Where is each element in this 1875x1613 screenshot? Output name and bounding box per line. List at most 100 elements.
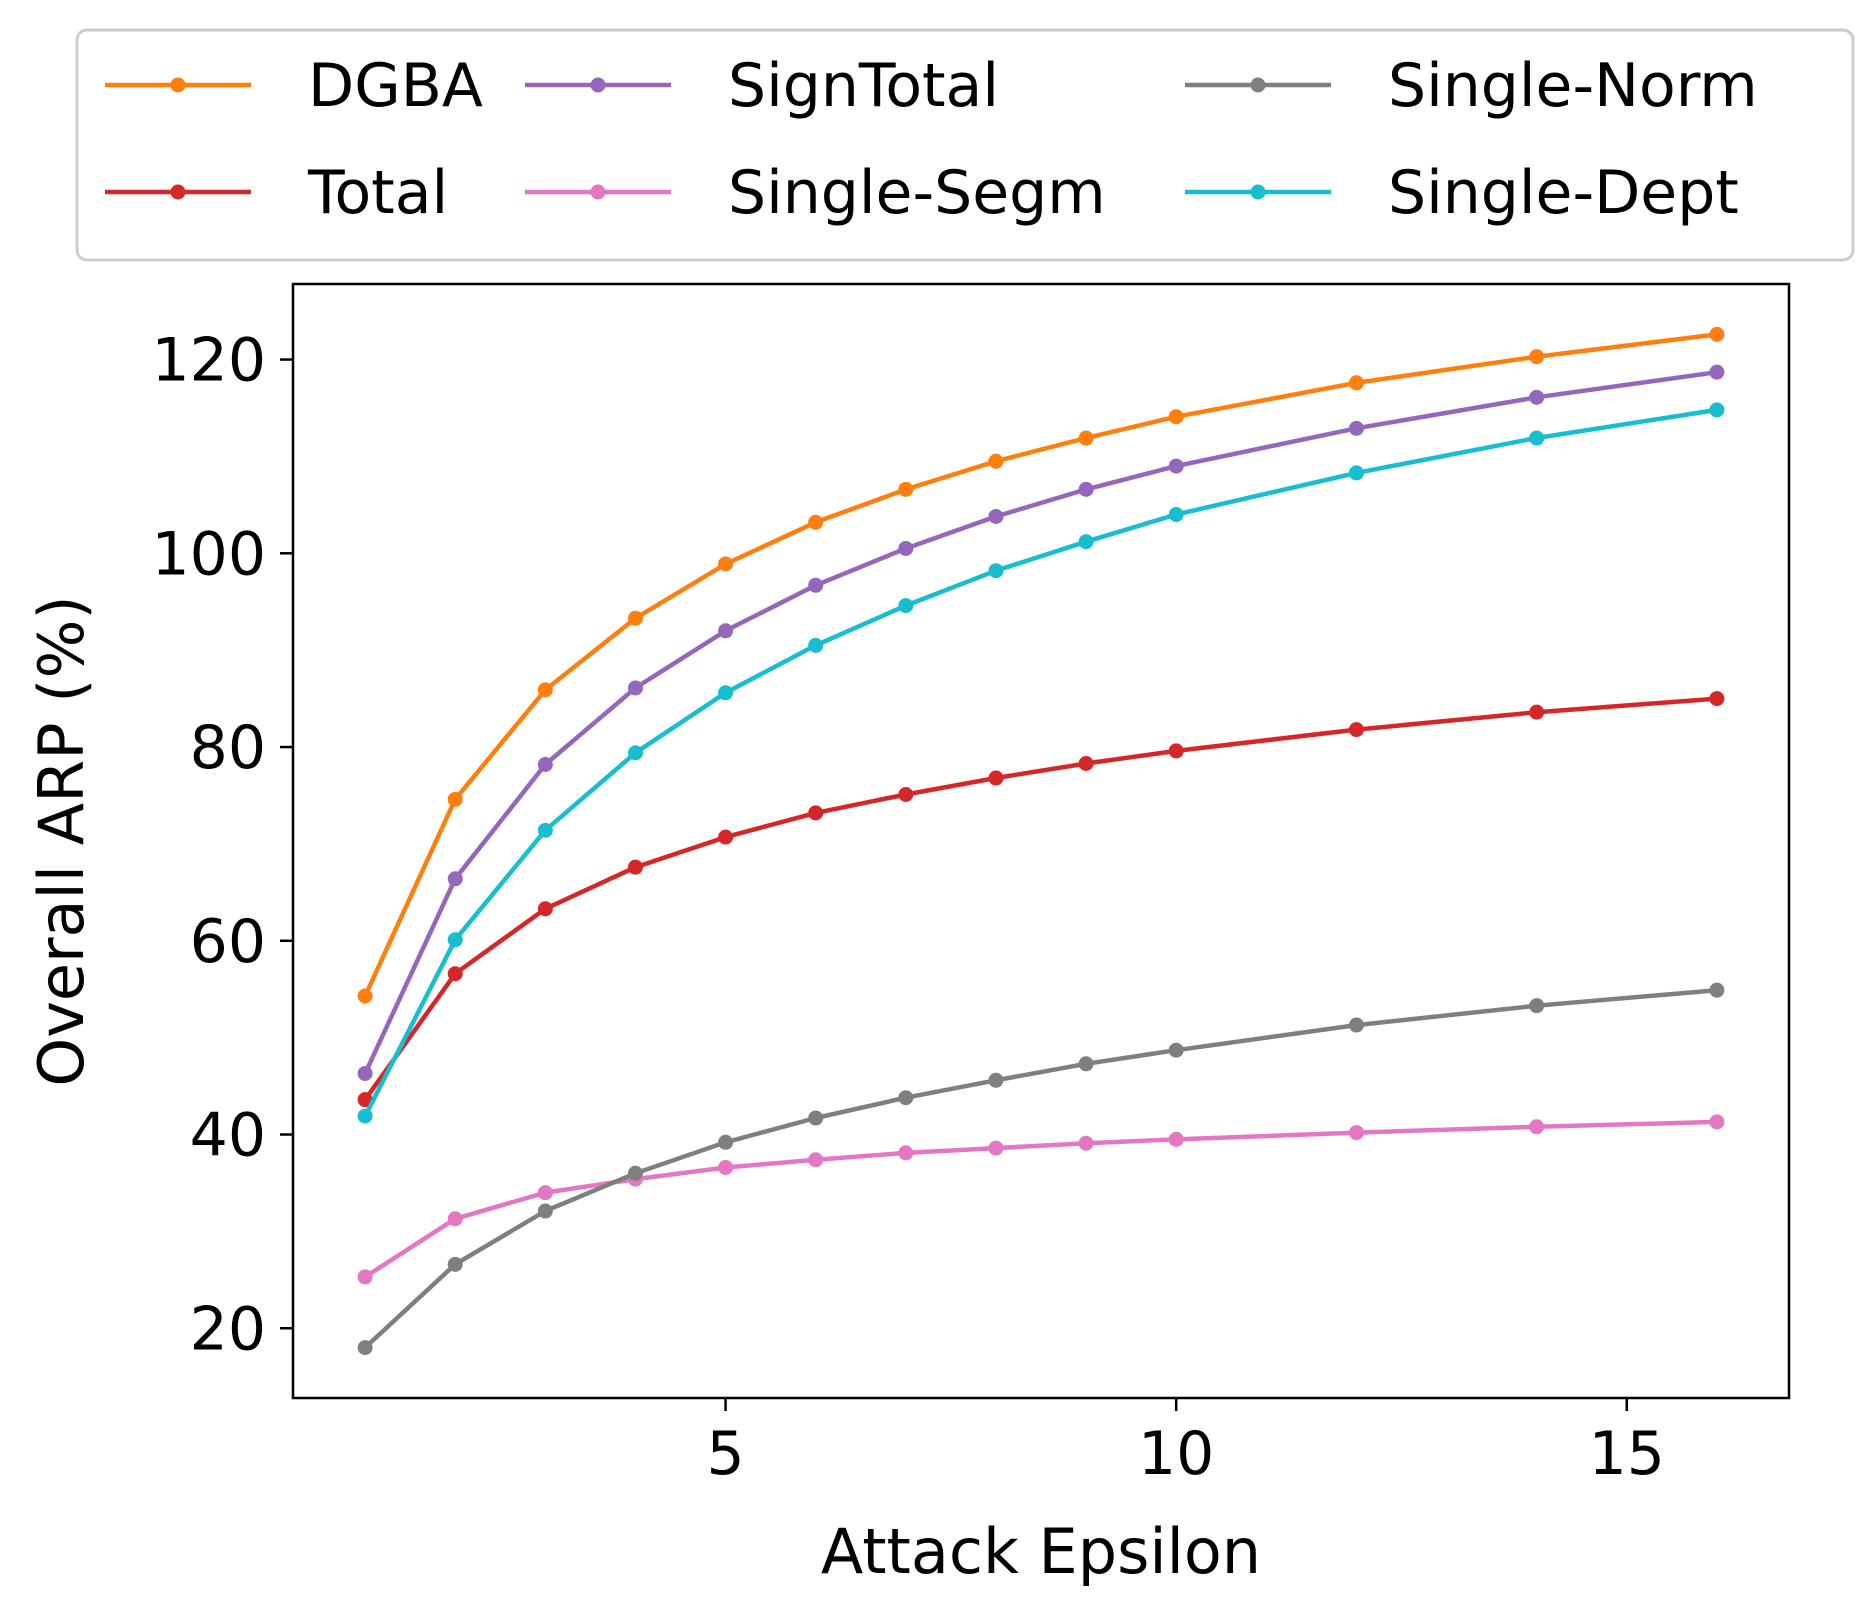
data-point bbox=[627, 680, 643, 696]
legend-marker bbox=[1250, 184, 1266, 200]
legend-item: Total bbox=[105, 158, 448, 228]
data-point bbox=[1168, 743, 1184, 759]
data-point bbox=[1078, 1135, 1094, 1151]
legend-marker bbox=[170, 77, 186, 93]
data-point bbox=[357, 1340, 373, 1356]
data-point bbox=[1709, 364, 1725, 380]
data-point bbox=[537, 1185, 553, 1201]
data-point bbox=[1168, 458, 1184, 474]
legend-label: Single-Norm bbox=[1388, 51, 1758, 121]
data-point bbox=[988, 1072, 1004, 1088]
legend-item: Single-Norm bbox=[1185, 51, 1758, 121]
data-point bbox=[1348, 722, 1364, 738]
data-point bbox=[1168, 1042, 1184, 1058]
y-tick-label: 40 bbox=[190, 1101, 266, 1171]
data-point bbox=[1078, 534, 1094, 550]
data-point bbox=[898, 787, 914, 803]
legend-label: DGBA bbox=[308, 51, 483, 121]
data-point bbox=[627, 745, 643, 761]
data-point bbox=[1078, 756, 1094, 772]
legend-label: Single-Dept bbox=[1388, 158, 1739, 228]
data-point bbox=[1529, 430, 1545, 446]
data-point bbox=[447, 1211, 463, 1227]
y-axis-title: Overall ARP (%) bbox=[25, 595, 98, 1086]
data-point bbox=[447, 1256, 463, 1272]
data-point bbox=[1168, 409, 1184, 425]
data-point bbox=[627, 859, 643, 875]
data-point bbox=[1529, 389, 1545, 405]
data-point bbox=[988, 770, 1004, 786]
y-tick-label: 60 bbox=[190, 907, 266, 977]
legend-item: Single-Dept bbox=[1185, 158, 1739, 228]
legend-marker bbox=[1250, 77, 1266, 93]
data-point bbox=[1529, 349, 1545, 365]
legend-item: DGBA bbox=[105, 51, 483, 121]
data-point bbox=[808, 637, 824, 653]
data-point bbox=[447, 791, 463, 807]
legend-marker bbox=[590, 77, 606, 93]
legend-marker bbox=[590, 184, 606, 200]
y-tick-label: 80 bbox=[190, 713, 266, 783]
data-point bbox=[1529, 704, 1545, 720]
data-point bbox=[898, 481, 914, 497]
data-point bbox=[1709, 1114, 1725, 1130]
y-tick-label: 20 bbox=[190, 1294, 266, 1364]
data-point bbox=[898, 540, 914, 556]
data-point bbox=[808, 577, 824, 593]
data-point bbox=[988, 563, 1004, 579]
series-total bbox=[357, 691, 1725, 1108]
data-point bbox=[357, 1092, 373, 1108]
data-point bbox=[447, 871, 463, 887]
series-lines bbox=[357, 326, 1725, 1356]
legend-item: Single-Segm bbox=[525, 158, 1106, 228]
data-point bbox=[1529, 998, 1545, 1014]
data-point bbox=[988, 1140, 1004, 1156]
series-signtotal bbox=[357, 364, 1725, 1081]
legend-label: SignTotal bbox=[728, 51, 999, 121]
series-single-norm bbox=[357, 982, 1725, 1356]
y-tick-label: 100 bbox=[151, 519, 266, 589]
data-point bbox=[718, 829, 734, 845]
data-point bbox=[537, 822, 553, 838]
axis-ticks: 5 10 15 20 40 60 80 100 120 bbox=[151, 326, 1664, 1489]
x-tick-label: 15 bbox=[1589, 1419, 1665, 1489]
data-point bbox=[447, 932, 463, 948]
data-point bbox=[1348, 420, 1364, 436]
legend-marker bbox=[170, 184, 186, 200]
data-point bbox=[537, 1203, 553, 1219]
data-point bbox=[627, 1165, 643, 1181]
data-point bbox=[357, 1065, 373, 1081]
data-point bbox=[1078, 1056, 1094, 1072]
data-point bbox=[718, 556, 734, 572]
data-point bbox=[1709, 982, 1725, 998]
data-point bbox=[537, 901, 553, 917]
series-dgba bbox=[357, 326, 1725, 1004]
data-point bbox=[357, 1108, 373, 1124]
data-point bbox=[808, 514, 824, 530]
series-single-dept bbox=[357, 402, 1725, 1124]
legend: DGBA Total SignTotal Single-Segm Single-Norm… bbox=[105, 51, 1758, 228]
data-point bbox=[1709, 326, 1725, 342]
data-point bbox=[627, 610, 643, 626]
data-point bbox=[1348, 465, 1364, 481]
data-point bbox=[357, 988, 373, 1004]
data-point bbox=[537, 756, 553, 772]
legend-label: Single-Segm bbox=[728, 158, 1106, 228]
data-point bbox=[718, 623, 734, 639]
legend-box bbox=[75, 28, 1855, 262]
data-point bbox=[1168, 507, 1184, 523]
data-point bbox=[988, 508, 1004, 524]
data-point bbox=[808, 1152, 824, 1168]
series-single-segm bbox=[357, 1114, 1725, 1285]
data-point bbox=[898, 1090, 914, 1106]
data-point bbox=[898, 1145, 914, 1161]
data-point bbox=[808, 1110, 824, 1126]
x-axis-title: Attack Epsilon bbox=[821, 1515, 1261, 1588]
data-point bbox=[357, 1269, 373, 1285]
data-point bbox=[1348, 375, 1364, 391]
data-point bbox=[1529, 1119, 1545, 1135]
data-point bbox=[537, 682, 553, 698]
data-point bbox=[718, 685, 734, 701]
data-point bbox=[1078, 481, 1094, 497]
